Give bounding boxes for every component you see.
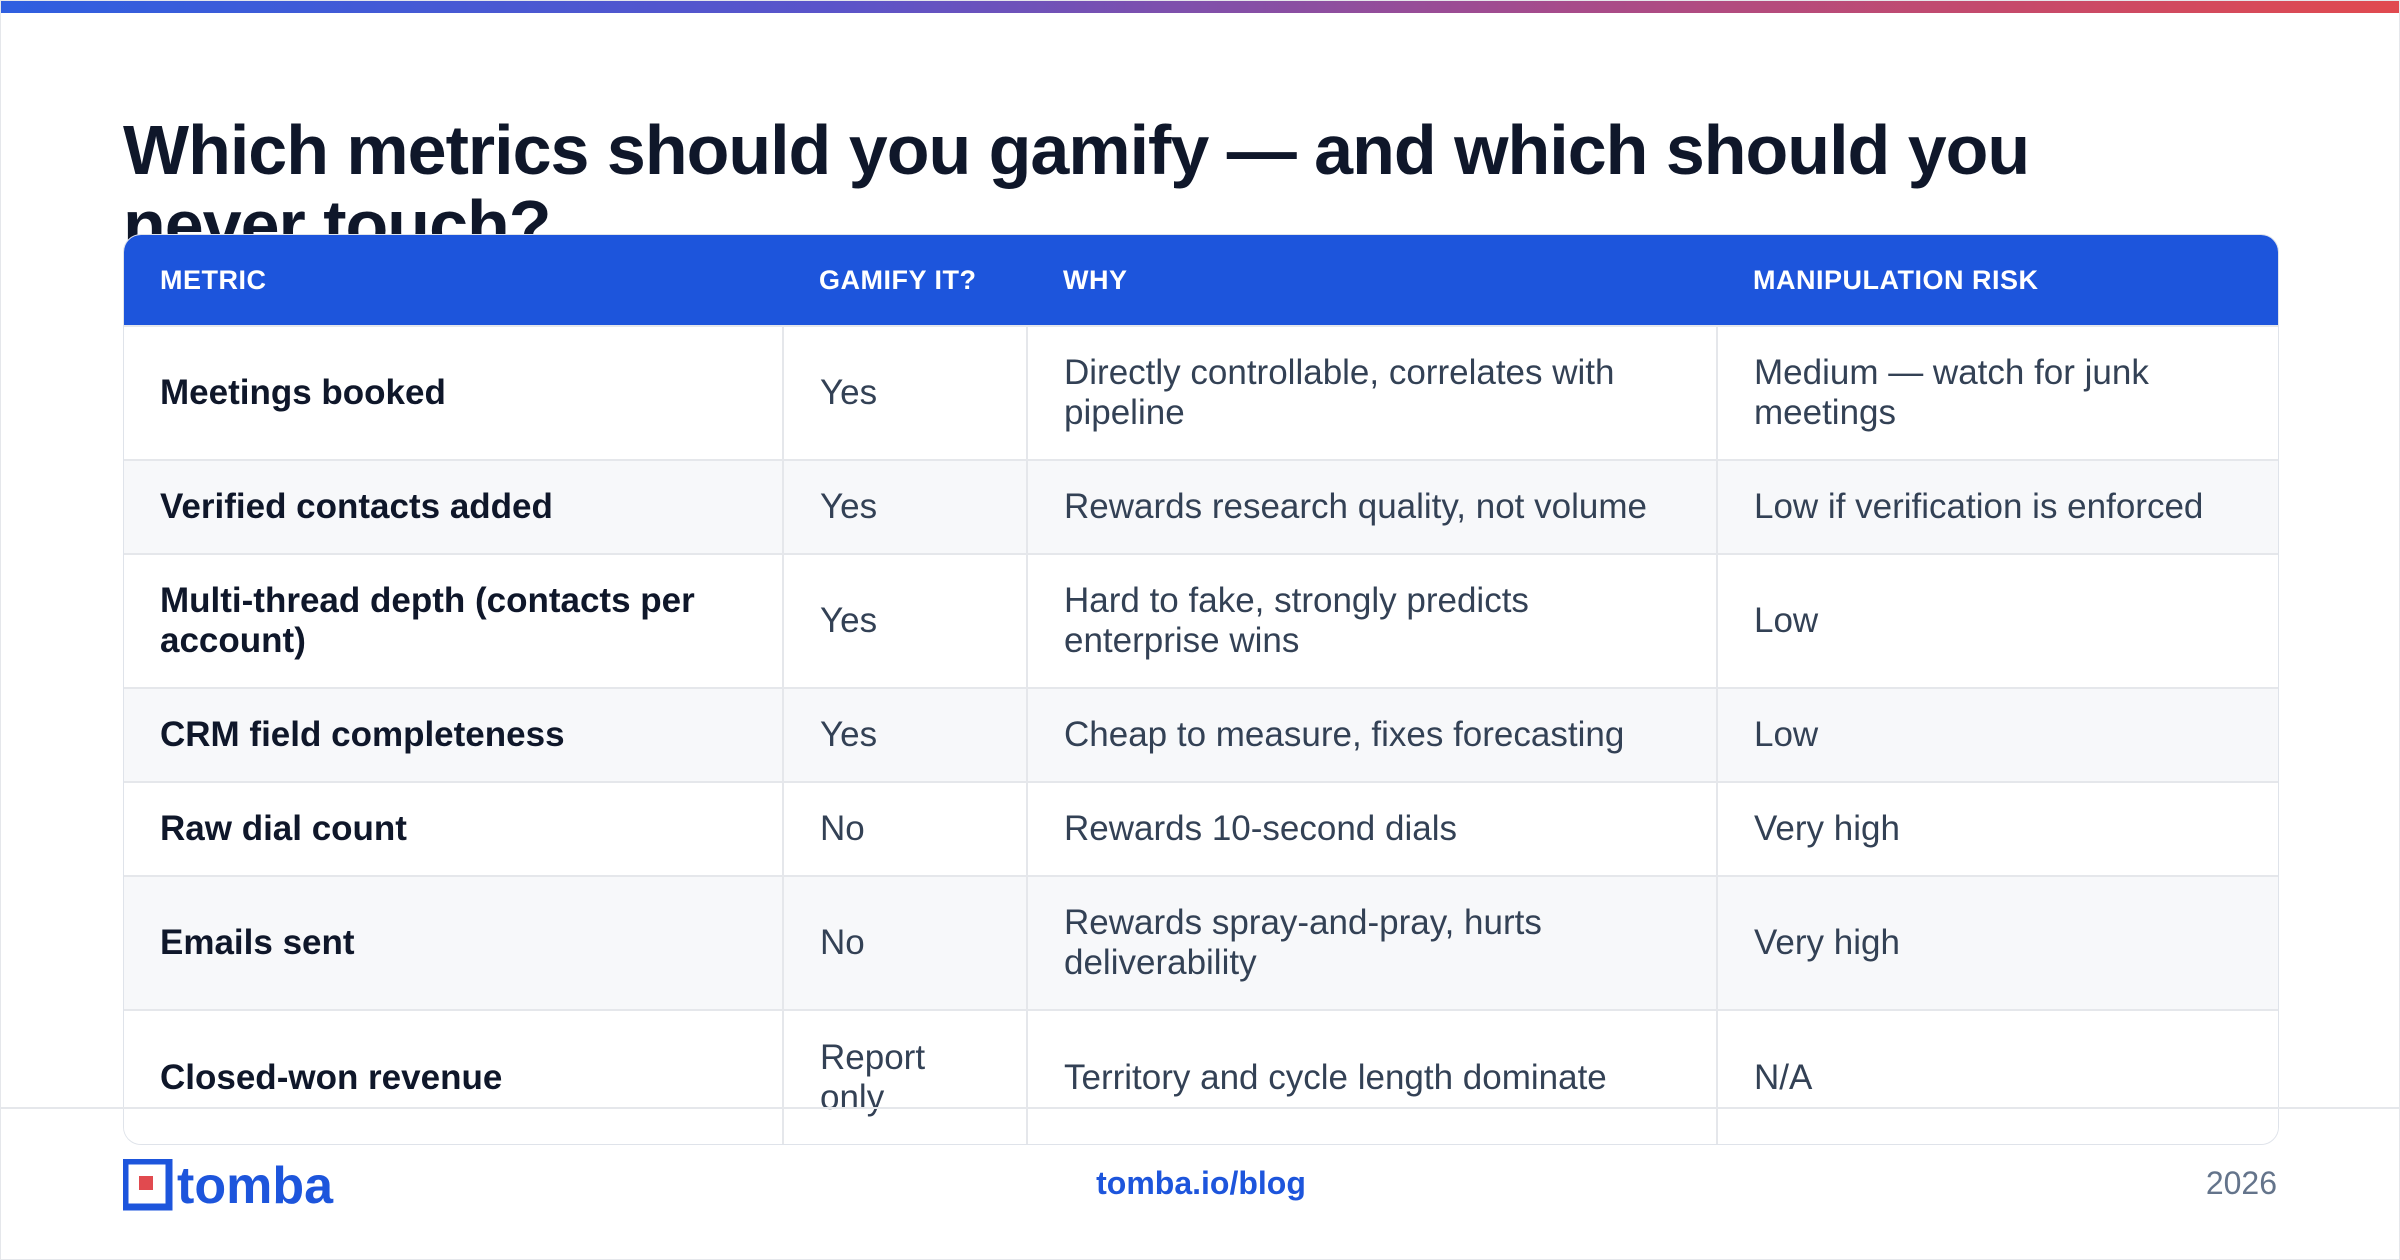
cell-metric: Multi-thread depth (contacts per account…	[124, 553, 783, 688]
cell-gamify: Yes	[782, 687, 1027, 782]
page-title: Which metrics should you gamify — and wh…	[123, 111, 2030, 264]
metrics-table-container: METRIC GAMIFY IT? WHY MANIPULATION RISK …	[123, 234, 2279, 1145]
table-body: Meetings booked Yes Directly controllabl…	[124, 325, 2278, 1144]
cell-risk: Low if verification is enforced	[1716, 459, 2278, 554]
cell-risk: Low	[1716, 553, 2278, 688]
header-manipulation-risk: MANIPULATION RISK	[1753, 264, 2039, 295]
table-row: CRM field completeness Yes Cheap to meas…	[124, 687, 2278, 782]
blog-link[interactable]: tomba.io/blog	[1096, 1165, 1306, 1201]
cell-risk: N/A	[1716, 1009, 2278, 1144]
cell-why: Territory and cycle length dominate	[1026, 1009, 1717, 1144]
metrics-table: METRIC GAMIFY IT? WHY MANIPULATION RISK …	[124, 235, 2278, 1144]
cell-gamify: Report only	[782, 1009, 1027, 1144]
cell-gamify: No	[782, 781, 1027, 876]
cell-risk: Medium — watch for junk meetings	[1716, 325, 2278, 460]
table-row: Verified contacts added Yes Rewards rese…	[124, 459, 2278, 554]
cell-gamify: Yes	[782, 553, 1027, 688]
cell-why: Directly controllable, correlates with p…	[1026, 325, 1717, 460]
cell-why: Rewards 10-second dials	[1026, 781, 1717, 876]
cell-metric: CRM field completeness	[124, 687, 783, 782]
cell-why: Rewards spray-and-pray, hurts deliverabi…	[1026, 875, 1717, 1010]
header-gamify: GAMIFY IT?	[819, 264, 977, 295]
table-row: Multi-thread depth (contacts per account…	[124, 553, 2278, 688]
cell-gamify: No	[782, 875, 1027, 1010]
top-gradient-bar	[1, 1, 2399, 13]
table-row: Raw dial count No Rewards 10-second dial…	[124, 781, 2278, 876]
table-header: METRIC GAMIFY IT? WHY MANIPULATION RISK	[124, 235, 2278, 326]
table-row: Closed-won revenue Report only Territory…	[124, 1009, 2278, 1144]
logo-wordmark: tomba	[177, 1159, 334, 1211]
table-row: Emails sent No Rewards spray-and-pray, h…	[124, 875, 2278, 1010]
cell-metric: Meetings booked	[124, 325, 783, 460]
table-header-row: METRIC GAMIFY IT? WHY MANIPULATION RISK	[124, 235, 2278, 326]
cell-metric: Closed-won revenue	[124, 1009, 783, 1144]
header-why: WHY	[1063, 264, 1128, 295]
footer-divider	[1, 1107, 2399, 1109]
cell-why: Cheap to measure, fixes forecasting	[1026, 687, 1717, 782]
cell-gamify: Yes	[782, 325, 1027, 460]
cell-risk: Very high	[1716, 875, 2278, 1010]
footer-year: 2026	[2205, 1165, 2277, 1201]
cell-metric: Raw dial count	[124, 781, 783, 876]
tomba-logo-icon: tomba	[121, 1157, 334, 1215]
cell-why: Hard to fake, strongly predicts enterpri…	[1026, 553, 1717, 688]
cell-why: Rewards research quality, not volume	[1026, 459, 1717, 554]
cell-metric: Verified contacts added	[124, 459, 783, 554]
header-metric: METRIC	[160, 264, 267, 295]
cell-risk: Low	[1716, 687, 2278, 782]
cell-gamify: Yes	[782, 459, 1027, 554]
tomba-logo[interactable]: tomba	[121, 1157, 383, 1215]
cell-metric: Emails sent	[124, 875, 783, 1010]
table-row: Meetings booked Yes Directly controllabl…	[124, 325, 2278, 460]
cell-risk: Very high	[1716, 781, 2278, 876]
